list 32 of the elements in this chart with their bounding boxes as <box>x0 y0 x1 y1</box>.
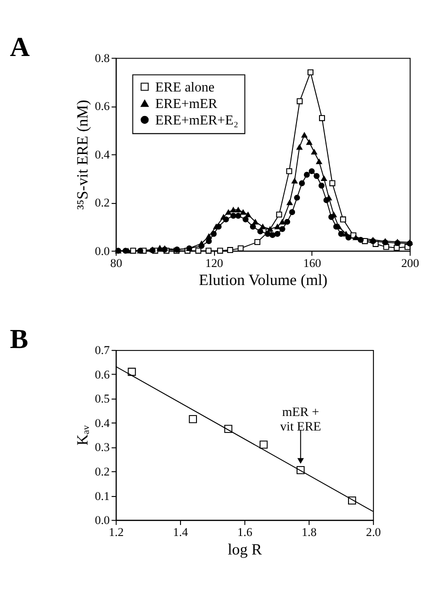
legend-label: ERE+mER+E₂ <box>155 112 238 128</box>
x-tick-label: 1.8 <box>302 524 317 539</box>
y-tick-label: 0.3 <box>94 440 110 454</box>
x-tick-label: 2.0 <box>366 524 381 539</box>
y-axis-title: Kₐᵥ <box>74 424 92 446</box>
legend-label: ERE+mER <box>155 96 218 111</box>
y-tick-label: 0.4 <box>94 147 110 162</box>
x-tick-label: 160 <box>303 256 322 270</box>
x-axis-title: Elution Volume (ml) <box>198 272 328 290</box>
x-tick-label: 200 <box>401 256 420 270</box>
y-tick-label: 0.4 <box>94 416 110 430</box>
x-tick-label: 1.4 <box>173 524 188 539</box>
y-tick-label: 0.0 <box>94 513 110 528</box>
y-tick-label: 0.6 <box>94 367 110 382</box>
x-tick-label: 80 <box>110 256 122 270</box>
x-tick-label: 120 <box>205 256 224 270</box>
y-tick-label: 0.6 <box>94 99 110 114</box>
x-tick-label: 1.6 <box>237 524 252 539</box>
x-tick-label: 1.2 <box>108 524 124 539</box>
y-tick-label: 0.5 <box>94 392 110 406</box>
y-axis-title: ³⁵S-vit ERE (nM) <box>74 100 92 210</box>
legend-label: ERE alone <box>155 79 215 94</box>
chart-title: A <box>10 30 30 62</box>
y-tick-label: 0.8 <box>94 50 110 65</box>
y-tick-label: 0.7 <box>94 343 110 358</box>
y-tick-label: 0.1 <box>94 488 110 503</box>
y-tick-label: 0.2 <box>94 464 110 478</box>
y-tick-label: 0.0 <box>94 244 110 258</box>
annotation: mER + vit ERE <box>280 404 322 434</box>
chart-title: B <box>10 323 28 354</box>
y-tick-label: 0.2 <box>94 196 110 210</box>
x-axis-title: log R <box>228 541 263 558</box>
